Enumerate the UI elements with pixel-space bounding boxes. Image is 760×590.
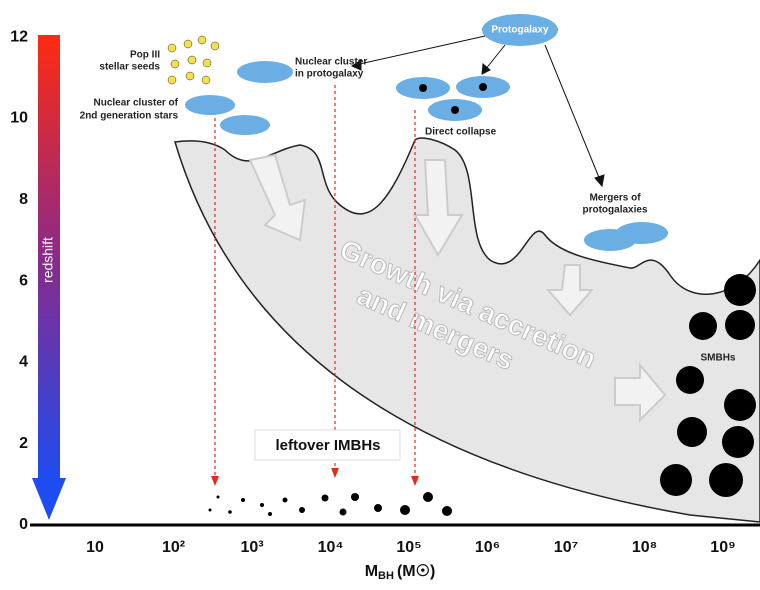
- y-tick-label: 8: [19, 191, 28, 208]
- x-label-unit: (M☉): [397, 563, 435, 580]
- x-label-sub: BH: [378, 570, 394, 582]
- x-tick-label: 10⁹: [710, 539, 735, 556]
- y-tick-label: 4: [19, 354, 28, 371]
- diagram: Growth via accretion and mergers P: [0, 0, 760, 585]
- x-tick-label: 10⁵: [396, 539, 421, 556]
- x-tick-label: 10³: [240, 539, 263, 556]
- y-tick-label: 10: [10, 110, 28, 127]
- x-tick-label: 10⁶: [475, 539, 500, 556]
- node-label: Protogalaxy: [491, 25, 549, 36]
- y-tick-label: 12: [10, 28, 28, 45]
- node-label: SMBHs: [700, 353, 735, 364]
- y-tick-label: 0: [19, 516, 28, 533]
- x-tick-label: 10⁸: [632, 539, 657, 556]
- node-label: Nuclear cluster: [295, 57, 367, 68]
- x-tick-label: 10: [86, 539, 104, 556]
- redshift-arrowhead: [32, 478, 66, 520]
- x-tick-label: 10⁷: [554, 539, 578, 556]
- y-tick-label: 6: [19, 272, 28, 289]
- imbh-dots: [209, 492, 453, 516]
- x-axis-label: MBH(M☉): [365, 563, 436, 582]
- x-tick-label: 10⁴: [318, 539, 344, 556]
- x-label-main: M: [365, 563, 378, 580]
- pop3-stars: [168, 36, 219, 84]
- y-tick-label: 2: [19, 435, 28, 452]
- node-label: leftover IMBHs: [275, 437, 380, 454]
- node-label: Nuclear cluster of: [94, 98, 179, 109]
- x-tick-label: 10²: [162, 539, 185, 556]
- y-axis-label: redshift: [40, 237, 56, 283]
- node-label: stellar seeds: [99, 62, 160, 73]
- node-label: 2nd generation stars: [80, 111, 179, 122]
- node-label: Mergers of: [589, 193, 641, 204]
- node-label: in protogalaxy: [295, 69, 364, 80]
- node-label: Direct collapse: [425, 127, 497, 138]
- node-label: Pop III: [130, 50, 160, 61]
- node-label: protogalaxies: [582, 205, 647, 216]
